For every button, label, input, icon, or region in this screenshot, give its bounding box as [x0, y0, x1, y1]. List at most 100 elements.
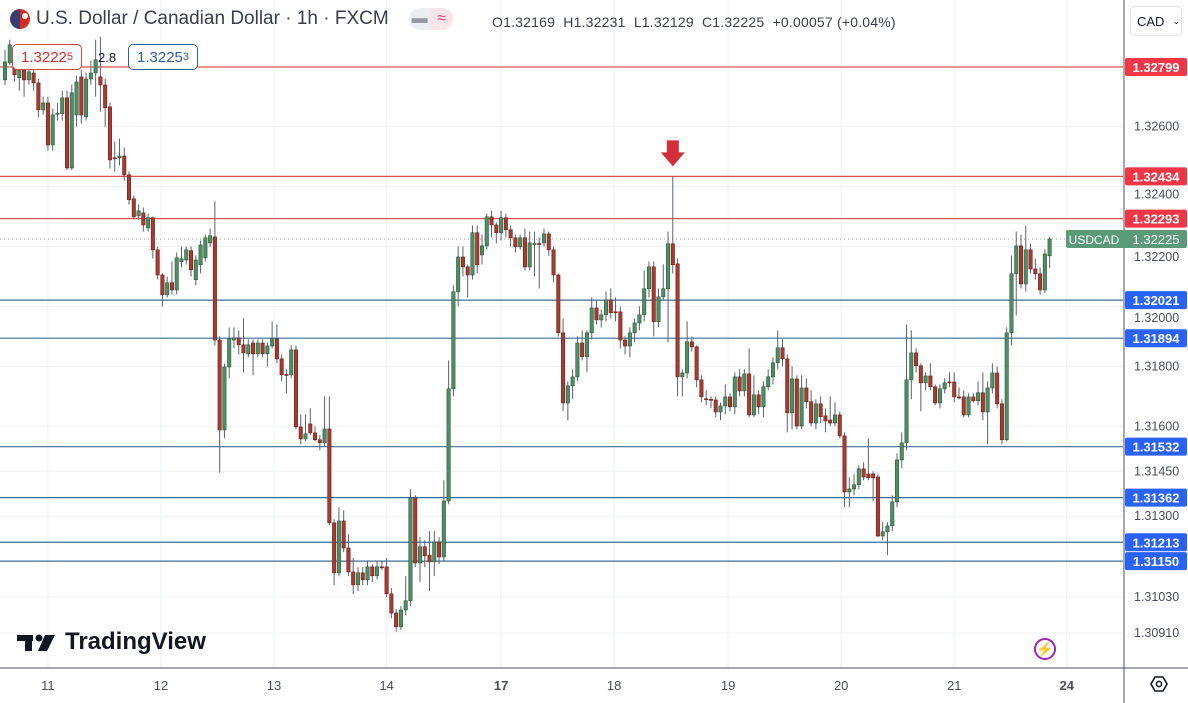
candle-up — [627, 332, 632, 347]
x-tick-label: 11 — [41, 678, 55, 693]
candle-up — [198, 244, 203, 266]
candle-up — [518, 237, 523, 248]
candle-down — [284, 374, 289, 376]
candle-up — [570, 376, 575, 387]
buy-button[interactable]: 1.3225 3 — [128, 44, 199, 70]
candle-down — [279, 358, 284, 376]
candle-down — [107, 106, 112, 161]
candle-up — [632, 322, 637, 334]
candle-up — [446, 388, 451, 502]
candle-down — [489, 216, 494, 226]
price-axis[interactable]: 1.32600 1.32400 1.32200 1.32000 1.31800 1.316… — [1134, 120, 1179, 640]
usd-cad-flag-icon — [10, 9, 30, 29]
sell-button[interactable]: 1.3222 5 — [12, 44, 83, 70]
candle-up — [723, 396, 728, 407]
candle-up — [599, 314, 604, 321]
buy-price: 1.3225 — [137, 48, 183, 66]
candle-down — [961, 396, 966, 416]
candle-down — [556, 274, 561, 334]
candle-down — [360, 572, 365, 581]
candle-up — [575, 342, 580, 378]
candle-down — [623, 339, 628, 347]
candle-down — [809, 401, 814, 424]
candle-down — [127, 174, 132, 201]
candle-down — [618, 311, 623, 341]
candle-up — [742, 373, 747, 392]
arrow-down-icon — [660, 140, 685, 167]
buy-pip: 3 — [182, 51, 190, 63]
candle-up — [885, 525, 890, 533]
candle-down — [914, 352, 919, 367]
candle-down — [131, 198, 136, 218]
minus-icon[interactable]: ▬ — [408, 8, 431, 30]
x-tick-label: 24 — [1060, 678, 1075, 693]
candle-down — [842, 435, 847, 493]
candle-down — [689, 341, 694, 348]
candle-down — [952, 381, 957, 398]
candle-down — [370, 566, 375, 577]
candle-down — [947, 381, 952, 384]
candle-up — [832, 414, 837, 424]
settings-icon[interactable] — [1150, 675, 1168, 693]
candle-up — [322, 428, 327, 444]
candle-up — [208, 235, 213, 244]
candle-down — [384, 566, 389, 595]
candle-down — [928, 375, 933, 388]
candle-up — [813, 403, 818, 424]
candle-down — [31, 72, 36, 84]
candle-up — [937, 388, 942, 404]
candle-down — [150, 217, 155, 251]
support-level-label: 1.31532 — [1133, 440, 1180, 455]
candle-down — [112, 157, 117, 160]
indicator-pill[interactable]: ▬ ≈ — [408, 8, 453, 30]
candle-up — [990, 372, 995, 389]
candle-down — [613, 311, 618, 314]
wave-icon[interactable]: ≈ — [430, 8, 453, 30]
candle-up — [1004, 332, 1009, 441]
candle-down — [866, 473, 871, 479]
candles — [2, 36, 1052, 632]
symbol-title[interactable]: U.S. Dollar / Canadian Dollar · 1h · FXC… — [36, 8, 389, 29]
time-axis[interactable]: 11 12 13 14 17 18 19 20 21 24 — [41, 678, 1075, 693]
candle-up — [527, 242, 532, 268]
candle-up — [17, 69, 22, 79]
last-price-label-bg — [1066, 230, 1187, 249]
y-tick-label: 1.32400 — [1134, 187, 1179, 201]
candle-down — [918, 365, 923, 384]
candle-up — [499, 217, 504, 234]
candle-down — [780, 347, 785, 360]
candle-up — [766, 376, 771, 388]
candle-up — [923, 375, 928, 384]
candle-up — [1042, 253, 1047, 291]
candle-up — [966, 396, 971, 416]
candle-down — [189, 250, 194, 271]
y-tick-label: 1.31030 — [1134, 590, 1179, 604]
candle-down — [217, 339, 222, 431]
candle-up — [589, 307, 594, 334]
low-value: L1.32129 — [633, 14, 694, 30]
candle-down — [875, 476, 880, 537]
tradingview-logo[interactable]: TradingView — [17, 628, 206, 656]
resistance-level-label: 1.32799 — [1133, 60, 1180, 75]
candle-up — [441, 500, 446, 558]
candle-up — [165, 282, 170, 296]
candle-up — [60, 97, 65, 115]
candle-down — [871, 473, 876, 479]
lightning-icon[interactable]: ⚡ — [1034, 638, 1056, 660]
candle-down — [332, 522, 337, 574]
candle-up — [355, 572, 360, 586]
candle-up — [336, 520, 341, 574]
symbol-label: USDCAD — [1069, 233, 1120, 247]
candle-up — [880, 531, 885, 537]
price-axis-labels: 1.32799 1.32434 1.32293 1.32021 1.31894 1.315… — [1066, 58, 1187, 571]
candle-up — [661, 288, 666, 298]
candle-up — [770, 362, 775, 378]
candle-down — [508, 229, 513, 239]
candle-down — [1019, 245, 1024, 285]
currency-select[interactable]: CAD ⌄ — [1130, 6, 1182, 36]
candle-down — [460, 256, 465, 268]
candle-down — [341, 520, 346, 549]
tradingview-logo-text: TradingView — [65, 628, 206, 655]
candle-up — [93, 59, 98, 74]
